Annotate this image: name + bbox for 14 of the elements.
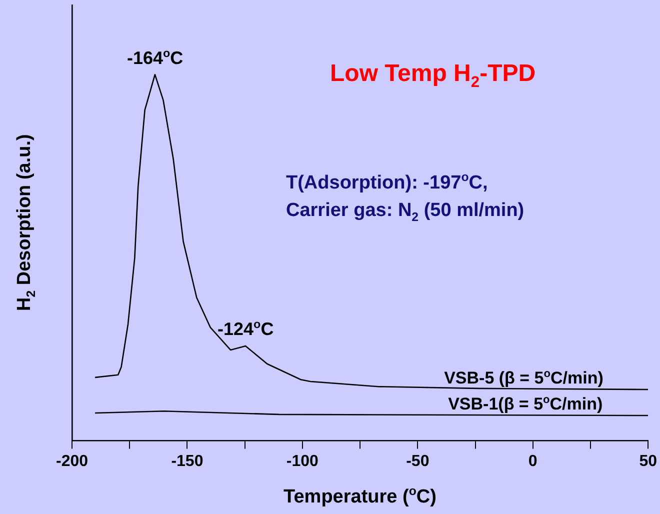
x-tick-label: -150 [171, 452, 204, 470]
x-tick-label: -50 [406, 452, 430, 470]
chart-title: Low Temp H$_{2}$-TPD [330, 60, 536, 92]
x-tick-label: -100 [286, 452, 319, 470]
x-tick-label: 50 [639, 452, 658, 470]
annotation: T(Adsorption): -197$^{o}$C, [286, 170, 488, 194]
annotation: -124$^{o}$C [218, 318, 274, 340]
annotation: -164$^{o}$C [126, 46, 184, 69]
series-label: VSB-1(β = 5$^{o}$C/min) [448, 394, 603, 414]
series-label: VSB-5 (β = 5$^{o}$C/min) [444, 368, 604, 388]
x-tick-label: -200 [56, 452, 88, 470]
x-axis-title: Temperature ($^{o}$C) [284, 484, 436, 508]
x-tick-label: 0 [528, 452, 538, 470]
annotation: Carrier gas: N$_{2}$ (50 ml/min) [286, 200, 524, 224]
